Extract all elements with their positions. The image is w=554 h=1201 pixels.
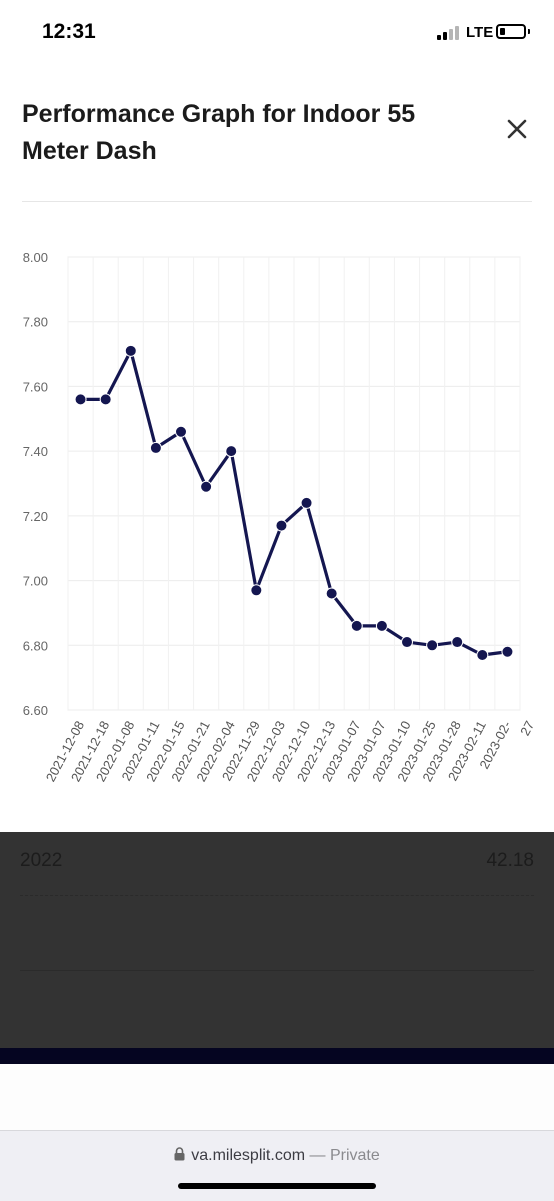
data-point[interactable] bbox=[149, 441, 162, 454]
data-point[interactable] bbox=[401, 636, 413, 649]
data-point[interactable] bbox=[476, 648, 489, 661]
network-label: LTE bbox=[466, 24, 494, 41]
cellular-signal-icon bbox=[437, 26, 461, 40]
x-tick-label: 27 bbox=[517, 718, 537, 738]
footer-bar bbox=[0, 1048, 554, 1064]
y-tick-label: 6.80 bbox=[23, 638, 48, 653]
data-point[interactable] bbox=[426, 639, 439, 652]
data-point[interactable] bbox=[225, 445, 238, 458]
y-axis-ticks: 8.00 7.80 7.60 7.40 7.20 7.00 6.80 6.60 bbox=[23, 250, 48, 718]
chart-grid bbox=[67, 256, 521, 711]
y-tick-label: 6.60 bbox=[23, 703, 48, 718]
close-icon bbox=[507, 119, 527, 139]
modal-title: Performance Graph for Indoor 55 Meter Da… bbox=[22, 100, 416, 165]
home-indicator[interactable] bbox=[178, 1183, 376, 1189]
data-point[interactable] bbox=[99, 393, 112, 406]
chart-series bbox=[74, 344, 514, 661]
y-tick-label: 7.00 bbox=[23, 574, 48, 589]
status-bar: 12:31 LTE bbox=[0, 0, 554, 68]
url-separator: — bbox=[309, 1147, 326, 1164]
data-point[interactable] bbox=[200, 480, 213, 493]
data-point[interactable] bbox=[375, 619, 388, 632]
lock-icon bbox=[174, 1147, 185, 1161]
data-point[interactable] bbox=[250, 584, 263, 597]
data-point[interactable] bbox=[300, 496, 313, 509]
data-point[interactable] bbox=[124, 344, 137, 357]
url-display[interactable]: va.milesplit.com — Private bbox=[0, 1147, 554, 1165]
y-tick-label: 7.60 bbox=[23, 379, 48, 394]
page-blank-area bbox=[0, 1064, 554, 1130]
header-divider bbox=[22, 201, 532, 202]
data-point[interactable] bbox=[325, 587, 338, 600]
y-tick-label: 7.80 bbox=[23, 315, 48, 330]
status-time: 12:31 bbox=[42, 20, 96, 43]
data-point[interactable] bbox=[451, 636, 464, 649]
y-tick-label: 7.20 bbox=[23, 509, 48, 524]
data-point[interactable] bbox=[74, 393, 87, 406]
result-year: 2022 bbox=[20, 850, 63, 871]
data-point[interactable] bbox=[501, 645, 514, 658]
data-point[interactable] bbox=[175, 425, 187, 438]
performance-chart: 8.00 7.80 7.60 7.40 7.20 7.00 6.80 6.60 2021-12… bbox=[23, 250, 538, 784]
url-domain: va.milesplit.com bbox=[191, 1147, 306, 1164]
browser-address-bar[interactable]: va.milesplit.com — Private bbox=[0, 1130, 554, 1201]
y-tick-label: 8.00 bbox=[23, 250, 48, 265]
x-axis-ticks: 2021-12-082021-12-182022-01-082022-01-11… bbox=[43, 718, 537, 784]
battery-icon bbox=[496, 24, 526, 39]
y-tick-label: 7.40 bbox=[23, 444, 48, 459]
row-divider bbox=[20, 970, 534, 971]
result-value: 42.18 bbox=[486, 850, 534, 871]
data-point[interactable] bbox=[275, 519, 288, 532]
battery-cap-icon bbox=[528, 29, 530, 34]
close-button[interactable] bbox=[500, 112, 534, 146]
row-divider bbox=[20, 895, 534, 896]
results-overlay: 2022 42.18 bbox=[0, 832, 554, 1048]
private-mode-label: Private bbox=[329, 1147, 380, 1164]
data-point[interactable] bbox=[350, 619, 363, 632]
